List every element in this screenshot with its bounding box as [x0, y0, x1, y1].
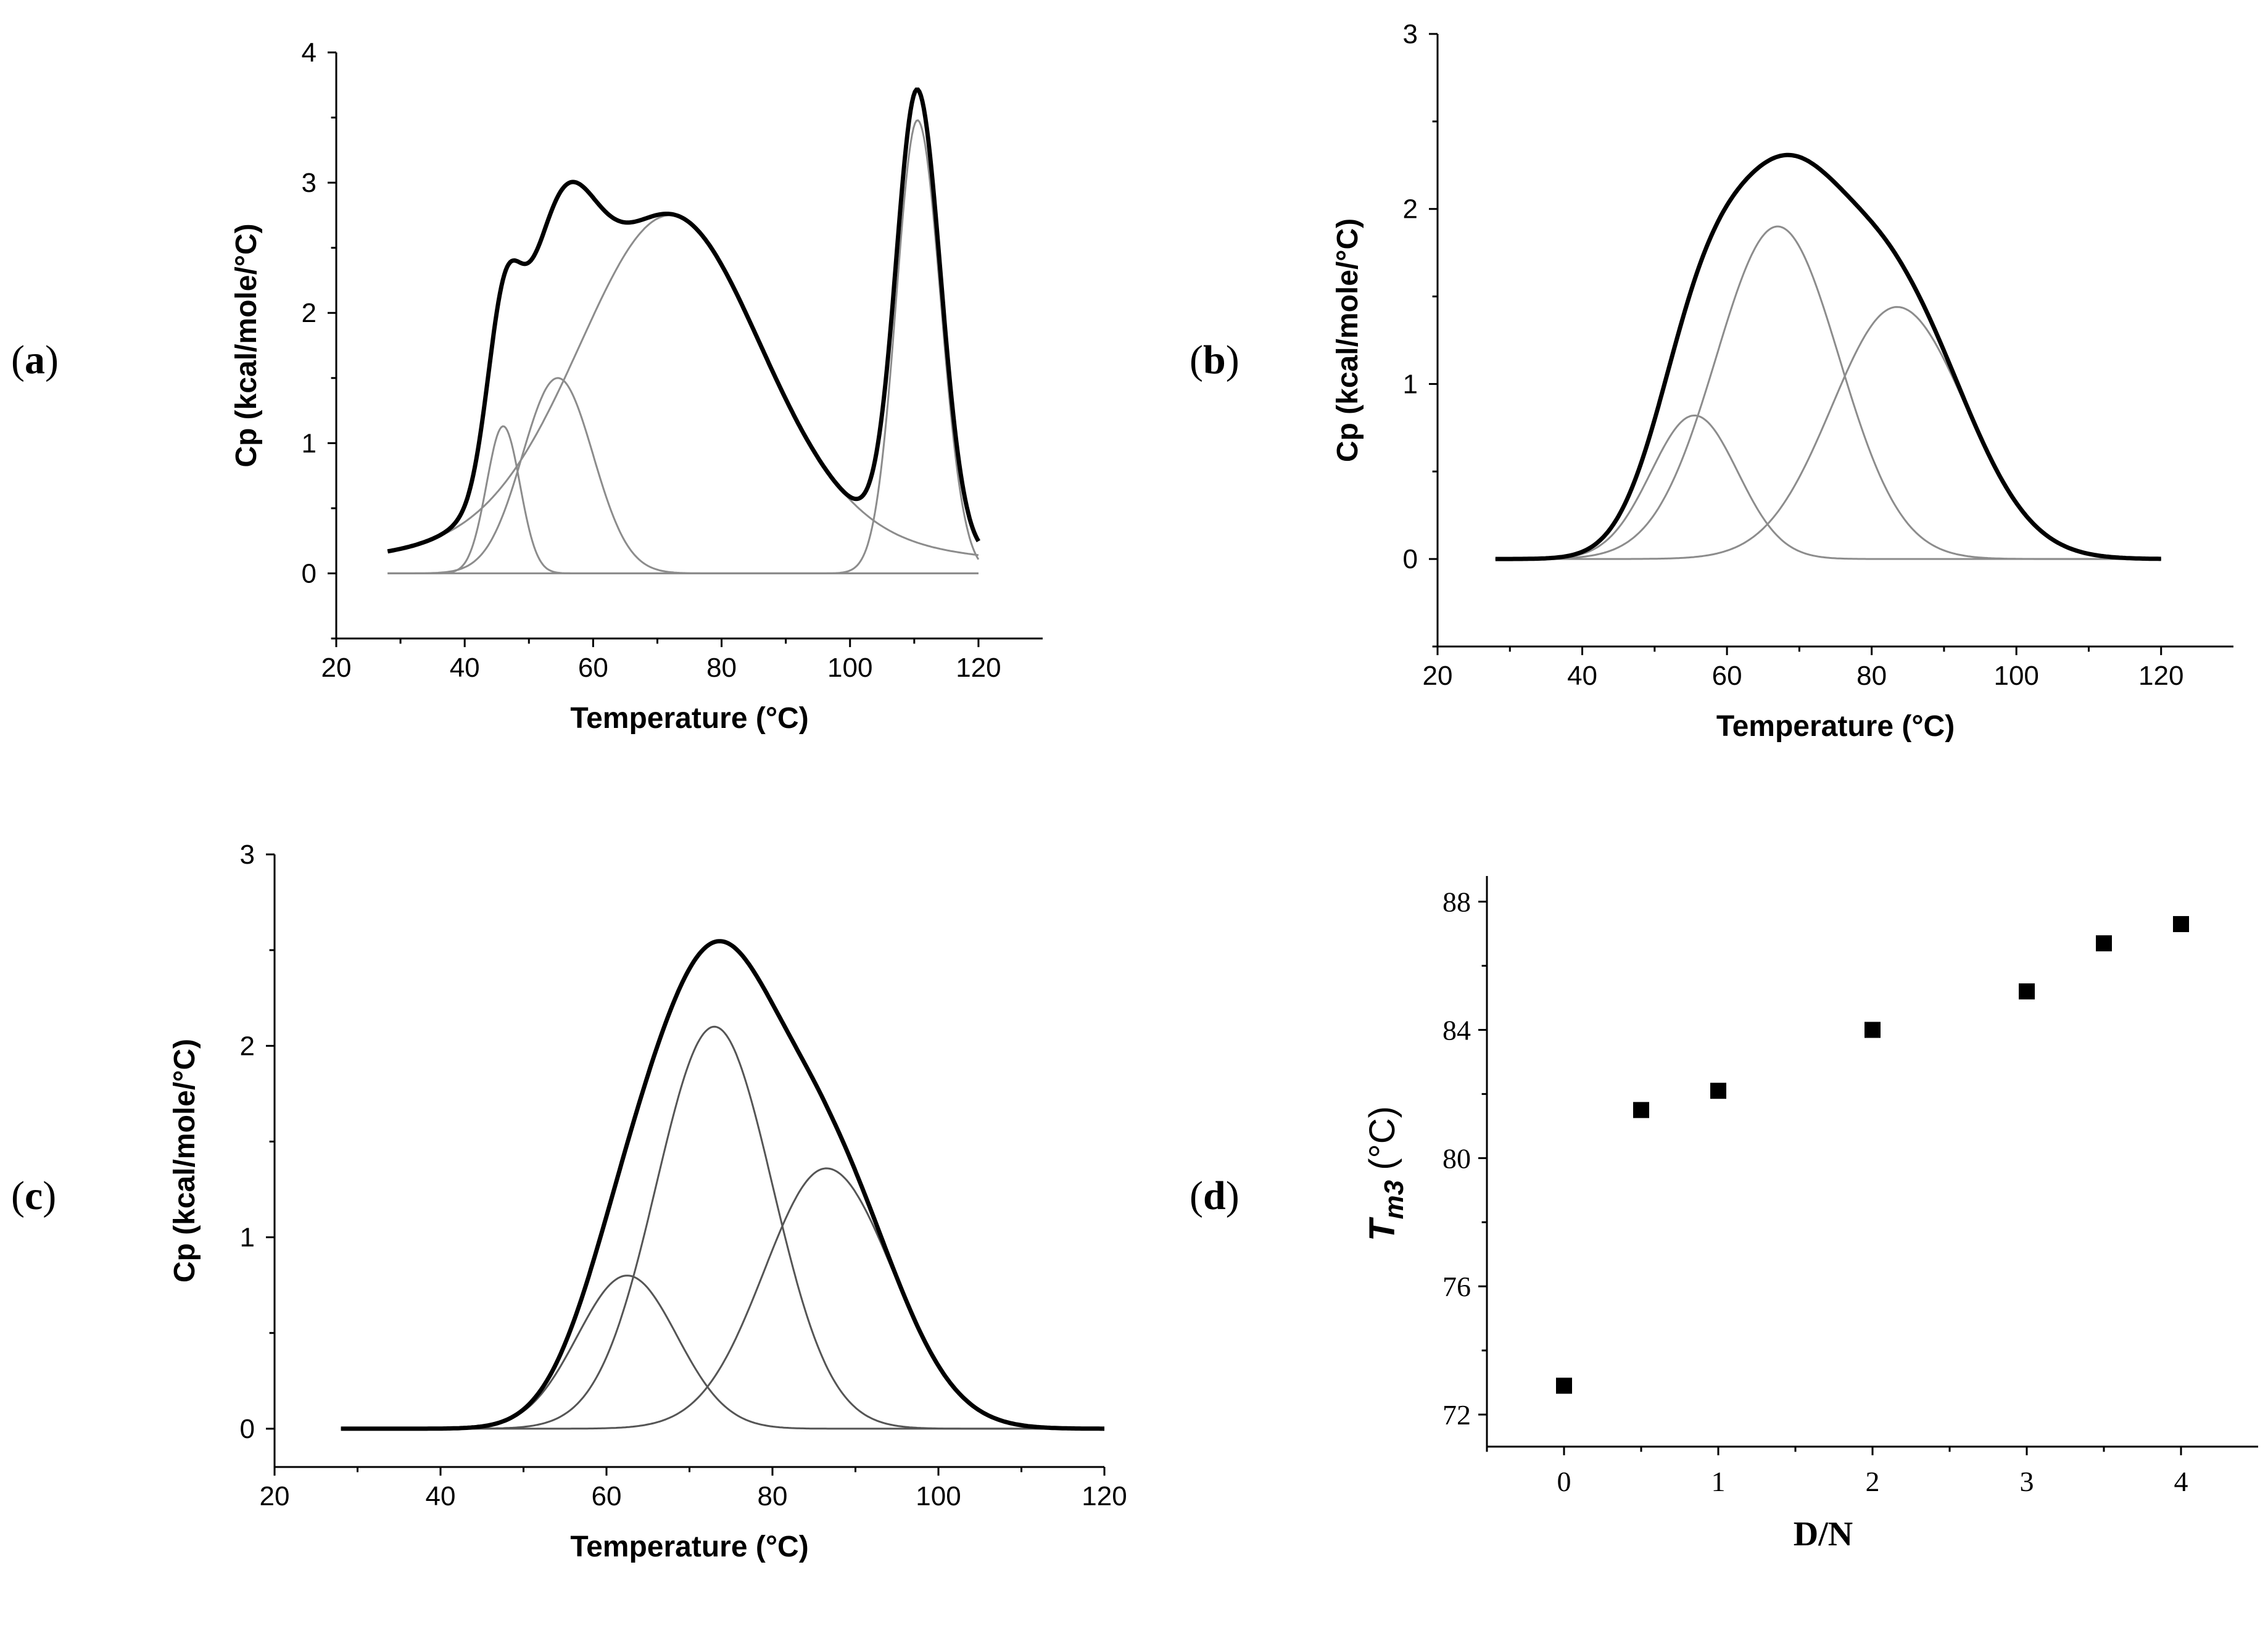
x-tick-label-d: 0: [1557, 1466, 1571, 1497]
x-tick-label-b: 100: [1993, 661, 2038, 691]
x-tick-label-c: 20: [260, 1481, 290, 1511]
x-tick-label-a: 80: [706, 653, 737, 683]
x-tick-label-b: 80: [1856, 661, 1887, 691]
y-axis-title-b: Cp (kcal/mole/°C): [1331, 218, 1364, 462]
y-tick-label-d: 72: [1442, 1399, 1471, 1431]
y-tick-label-b: 1: [1403, 369, 1418, 399]
x-tick-label-d: 4: [2174, 1466, 2188, 1497]
x-axis-title-b: Temperature (°C): [1716, 710, 1955, 743]
panel-label-b: (b): [1190, 337, 1240, 382]
data-point-d: [2096, 935, 2112, 952]
x-tick-label-a: 40: [450, 653, 480, 683]
x-tick-label-a: 20: [321, 653, 352, 683]
total-curve-c: [341, 939, 1104, 1431]
x-tick-label-b: 120: [2138, 661, 2183, 691]
x-tick-label-d: 1: [1711, 1466, 1726, 1497]
chart-c: 20 40 60 80 100 120 0 1 2 3 Temperature (°C) Cp (kc…: [168, 840, 1127, 1563]
y-axis-title-main: T: [1362, 1217, 1402, 1241]
y-axis-title-unit: (°C): [1362, 1106, 1402, 1180]
x-tick-label-b: 40: [1567, 661, 1597, 691]
x-tick-label-d: 2: [1866, 1466, 1880, 1497]
component-curve-c-1: [341, 1275, 1104, 1430]
data-point-d: [2173, 915, 2189, 932]
x-tick-label-d: 3: [2020, 1466, 2034, 1497]
data-point-d: [1710, 1083, 1726, 1099]
y-tick-label-d: 76: [1442, 1271, 1471, 1302]
y-tick-label-c: 1: [240, 1223, 255, 1253]
y-tick-label-c: 2: [240, 1031, 255, 1061]
data-point-d: [1556, 1378, 1572, 1394]
y-tick-label-b: 3: [1403, 19, 1418, 49]
component-curve-b-2: [1495, 225, 2161, 560]
y-axis-title-c: Cp (kcal/mole/°C): [168, 1039, 201, 1283]
component-curve-b-1: [1495, 414, 2161, 560]
component-curve-a-4: [387, 119, 980, 574]
y-tick-label-a: 1: [302, 428, 317, 458]
data-point-d: [2019, 983, 2035, 1000]
component-curve-b-3: [1495, 306, 2161, 560]
x-tick-label-b: 60: [1712, 661, 1742, 691]
x-tick-label-c: 80: [758, 1481, 788, 1511]
total-curve-a: [387, 87, 980, 554]
x-tick-label-a: 100: [827, 653, 872, 683]
y-axis-title-sub: m3: [1379, 1180, 1409, 1220]
y-tick-label-a: 3: [302, 168, 317, 198]
x-tick-label-a: 60: [578, 653, 608, 683]
y-tick-label-b: 0: [1403, 544, 1418, 574]
y-tick-label-a: 0: [302, 558, 317, 589]
total-curve-b: [1495, 152, 2161, 561]
chart-a: 20 40 60 80 100 120 0 1 2 3 4 Temperature (°C) Cp (k…: [230, 38, 1043, 735]
x-tick-label-b: 20: [1423, 661, 1453, 691]
x-axis-title-a: Temperature (°C): [570, 702, 808, 735]
x-axis-title-d: D/N: [1794, 1515, 1853, 1553]
y-tick-label-c: 0: [240, 1414, 255, 1444]
x-axis-title-c: Temperature (°C): [570, 1531, 808, 1563]
chart-b: 20 40 60 80 100 120 0 1 2 3 Temperature (°C) Cp (kc…: [1331, 19, 2233, 743]
component-curve-c-2: [341, 1025, 1104, 1430]
data-point-d: [1633, 1102, 1649, 1118]
x-tick-label-c: 40: [426, 1481, 456, 1511]
panel-label-d: (d): [1190, 1173, 1240, 1218]
x-tick-label-c: 120: [1082, 1481, 1127, 1511]
panel-label-a: (a): [11, 337, 59, 382]
y-axis-title-a: Cp (kcal/mole/°C): [230, 223, 263, 467]
y-tick-label-a: 2: [302, 298, 317, 328]
panel-label-c: (c): [11, 1173, 56, 1218]
y-tick-label-d: 80: [1442, 1142, 1471, 1174]
y-axis-title-d: Tm3 (°C): [1362, 1106, 1409, 1241]
y-tick-label-b: 2: [1403, 194, 1418, 225]
x-tick-label-c: 60: [592, 1481, 622, 1511]
y-tick-label-d: 84: [1442, 1014, 1471, 1046]
y-tick-label-d: 88: [1442, 886, 1471, 918]
component-curve-a-2: [387, 377, 979, 574]
y-tick-label-c: 3: [240, 840, 255, 870]
component-curve-c-3: [341, 1167, 1104, 1430]
x-tick-label-a: 120: [956, 653, 1001, 683]
y-tick-label-a: 4: [302, 38, 317, 68]
chart-d: 0 1 2 3 4 72 76 80 84 88 D/N Tm3 (°C): [1362, 876, 2258, 1553]
x-tick-label-c: 100: [916, 1481, 961, 1511]
data-point-d: [1864, 1022, 1881, 1038]
